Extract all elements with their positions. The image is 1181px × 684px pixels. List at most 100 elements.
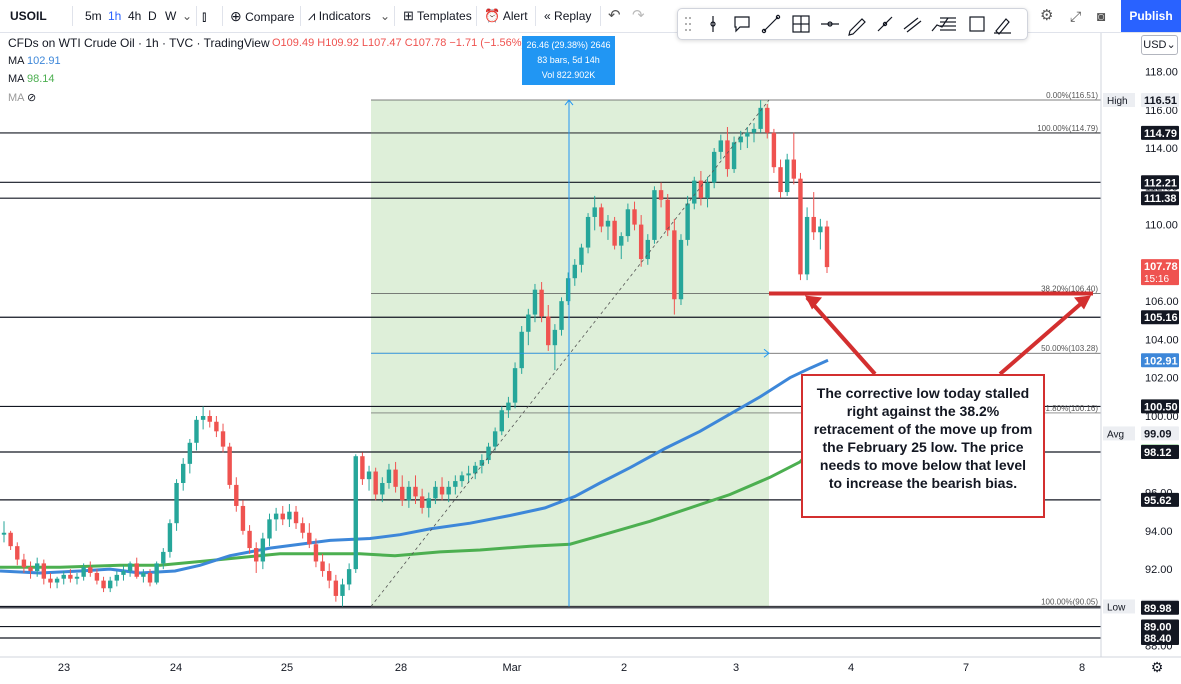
- fib-level-label: 100.00%(90.05): [1041, 597, 1098, 606]
- candle-body: [287, 511, 292, 520]
- compare-button[interactable]: ⊕ Compare: [230, 0, 294, 32]
- range-arrow-right: [763, 348, 770, 358]
- candle-body: [512, 368, 518, 403]
- ma-hidden-legend[interactable]: MA ⊘: [8, 91, 36, 104]
- candle-body: [711, 151, 717, 183]
- candle-body: [784, 159, 790, 193]
- candle-body: [592, 207, 597, 217]
- drag-handle-icon[interactable]: [685, 17, 691, 31]
- time-axis-layer: 23 24 25 28 Mar 2 3 4 7 8 ⚙: [0, 656, 1181, 684]
- brush-icon[interactable]: [994, 18, 1011, 35]
- interval-1h-button[interactable]: 1h: [108, 9, 122, 23]
- camera-icon[interactable]: ◙: [1097, 8, 1106, 24]
- price-label-box: [1141, 426, 1179, 441]
- vertical-line-icon[interactable]: [710, 16, 716, 32]
- annotation-arrowhead-left: [805, 295, 822, 310]
- plus-circle-icon: ⊕: [230, 8, 242, 24]
- toolbar-divider: [222, 6, 223, 26]
- replay-button[interactable]: « Replay: [544, 0, 591, 32]
- candle-body: [181, 463, 186, 483]
- chevron-down-icon[interactable]: ⌄: [380, 9, 391, 23]
- crosshair-box-icon[interactable]: [792, 15, 810, 33]
- price-tick-label: 102.00: [1145, 373, 1179, 385]
- fib-retracement-icon[interactable]: [940, 17, 956, 31]
- candle-body: [446, 486, 451, 495]
- symbol-search-button[interactable]: USOIL: [10, 0, 47, 32]
- price-label-box: [1141, 259, 1179, 286]
- candle-body: [400, 486, 405, 501]
- redo-icon[interactable]: ↷: [632, 7, 645, 24]
- indicators-button[interactable]: ⩘ Indicators: [308, 0, 371, 32]
- candle-body: [280, 513, 285, 520]
- candle-body: [134, 563, 139, 577]
- candle-body: [21, 559, 27, 568]
- currency-select[interactable]: USD⌄: [1141, 35, 1178, 55]
- interval-d-button[interactable]: D: [148, 9, 157, 23]
- price-label-value: 105.16: [1144, 312, 1178, 324]
- ma-fast-legend[interactable]: MA 102.91: [8, 55, 61, 67]
- trend-line-icon[interactable]: [761, 14, 781, 34]
- annotation-arrowhead-right: [1074, 295, 1091, 310]
- pitchfork-icon[interactable]: [877, 16, 893, 32]
- settings-gear-icon[interactable]: ⚙: [1040, 7, 1054, 24]
- candle-body: [599, 207, 604, 227]
- candle-body: [61, 574, 66, 579]
- annotation-textbox[interactable]: The corrective low today stalled right a…: [801, 374, 1045, 518]
- price-label-box: [1141, 310, 1179, 325]
- candle-body: [539, 289, 544, 317]
- price-label-value: 88.40: [1144, 633, 1172, 645]
- candle-body: [426, 498, 431, 508]
- candle-body: [194, 419, 199, 443]
- price-tick-label: 106.00: [1145, 296, 1179, 308]
- price-label-value: 89.00: [1144, 622, 1172, 634]
- fib-level-label: 100.00%(114.79): [1037, 124, 1098, 133]
- horizontal-ray-icon[interactable]: [821, 21, 839, 27]
- ma-hidden-label: MA: [8, 92, 24, 104]
- interval-w-button[interactable]: W: [165, 9, 177, 23]
- toolbar-divider: [600, 6, 601, 26]
- candle-body: [419, 496, 425, 508]
- price-tick-label: 110.00: [1145, 220, 1178, 232]
- time-tick-label: Mar: [503, 662, 522, 674]
- interval-5m-button[interactable]: 5m: [85, 9, 102, 23]
- indicators-label: Indicators: [318, 9, 371, 23]
- pencil-icon[interactable]: [848, 18, 866, 36]
- callout-icon[interactable]: [734, 16, 750, 33]
- time-axis-background: [0, 657, 1181, 684]
- publish-button[interactable]: Publish: [1121, 0, 1181, 32]
- chart-type-icon[interactable]: ⫾: [202, 8, 207, 24]
- ma-slow-legend[interactable]: MA 98.14: [8, 73, 55, 85]
- eye-hidden-icon[interactable]: ⊘: [26, 92, 37, 104]
- price-tick-label: 94.00: [1145, 526, 1173, 538]
- price-label-box: [1141, 175, 1179, 190]
- candle-body: [81, 567, 86, 577]
- fullscreen-icon[interactable]: ⤢: [1070, 8, 1082, 24]
- ma-fast-label: MA: [8, 55, 24, 67]
- overlay-layer: [370, 99, 1093, 607]
- settings-gear-icon[interactable]: ⚙: [1151, 660, 1164, 676]
- candle-body: [154, 563, 159, 583]
- candle-body: [161, 551, 166, 564]
- toolbar-divider: [72, 6, 73, 26]
- compare-label: Compare: [245, 10, 295, 24]
- ma-fast-value: 102.91: [26, 55, 61, 67]
- candle-body: [220, 431, 226, 447]
- candle-body: [559, 301, 564, 330]
- interval-4h-button[interactable]: 4h: [128, 9, 142, 23]
- price-tick-label: 92.00: [1145, 564, 1173, 576]
- candle-body: [731, 142, 737, 170]
- fib-level-label: 38.20%(106.40): [1041, 285, 1098, 294]
- price-label-value: 100.50: [1144, 401, 1178, 413]
- alert-button[interactable]: ⏰ Alert: [484, 0, 528, 32]
- channel-icon[interactable]: [903, 17, 922, 33]
- rectangle-icon[interactable]: [969, 16, 985, 32]
- templates-button[interactable]: ⊞ Templates: [403, 0, 472, 32]
- price-label-value: 99.09: [1144, 428, 1172, 440]
- undo-icon[interactable]: ↶: [608, 7, 621, 24]
- candle-body: [307, 532, 312, 545]
- path-icon[interactable]: [931, 17, 949, 32]
- chevron-down-icon[interactable]: ⌄: [182, 9, 193, 23]
- annotation-arrow-right: [998, 295, 1090, 376]
- candle-body: [68, 574, 73, 579]
